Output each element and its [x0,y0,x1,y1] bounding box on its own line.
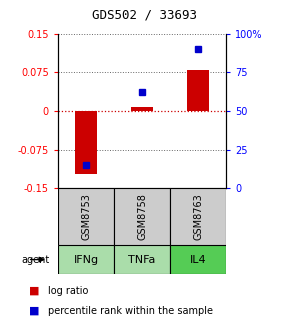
Bar [114,245,170,274]
Bar [187,70,209,111]
Text: ■: ■ [29,306,39,316]
Text: percentile rank within the sample: percentile rank within the sample [48,306,213,316]
Bar [58,245,114,274]
Bar [170,188,226,245]
Bar [170,245,226,274]
Bar [75,111,97,174]
Text: agent: agent [21,255,49,264]
Text: GSM8753: GSM8753 [81,193,91,240]
Text: IL4: IL4 [190,255,206,264]
Text: IFNg: IFNg [73,255,99,264]
Text: GSM8763: GSM8763 [193,193,203,240]
Text: TNFa: TNFa [128,255,156,264]
Bar [114,188,170,245]
Text: ■: ■ [29,286,39,296]
Bar [58,188,114,245]
Text: GDS502 / 33693: GDS502 / 33693 [93,9,197,22]
Text: log ratio: log ratio [48,286,88,296]
Text: GSM8758: GSM8758 [137,193,147,240]
Bar [131,107,153,111]
